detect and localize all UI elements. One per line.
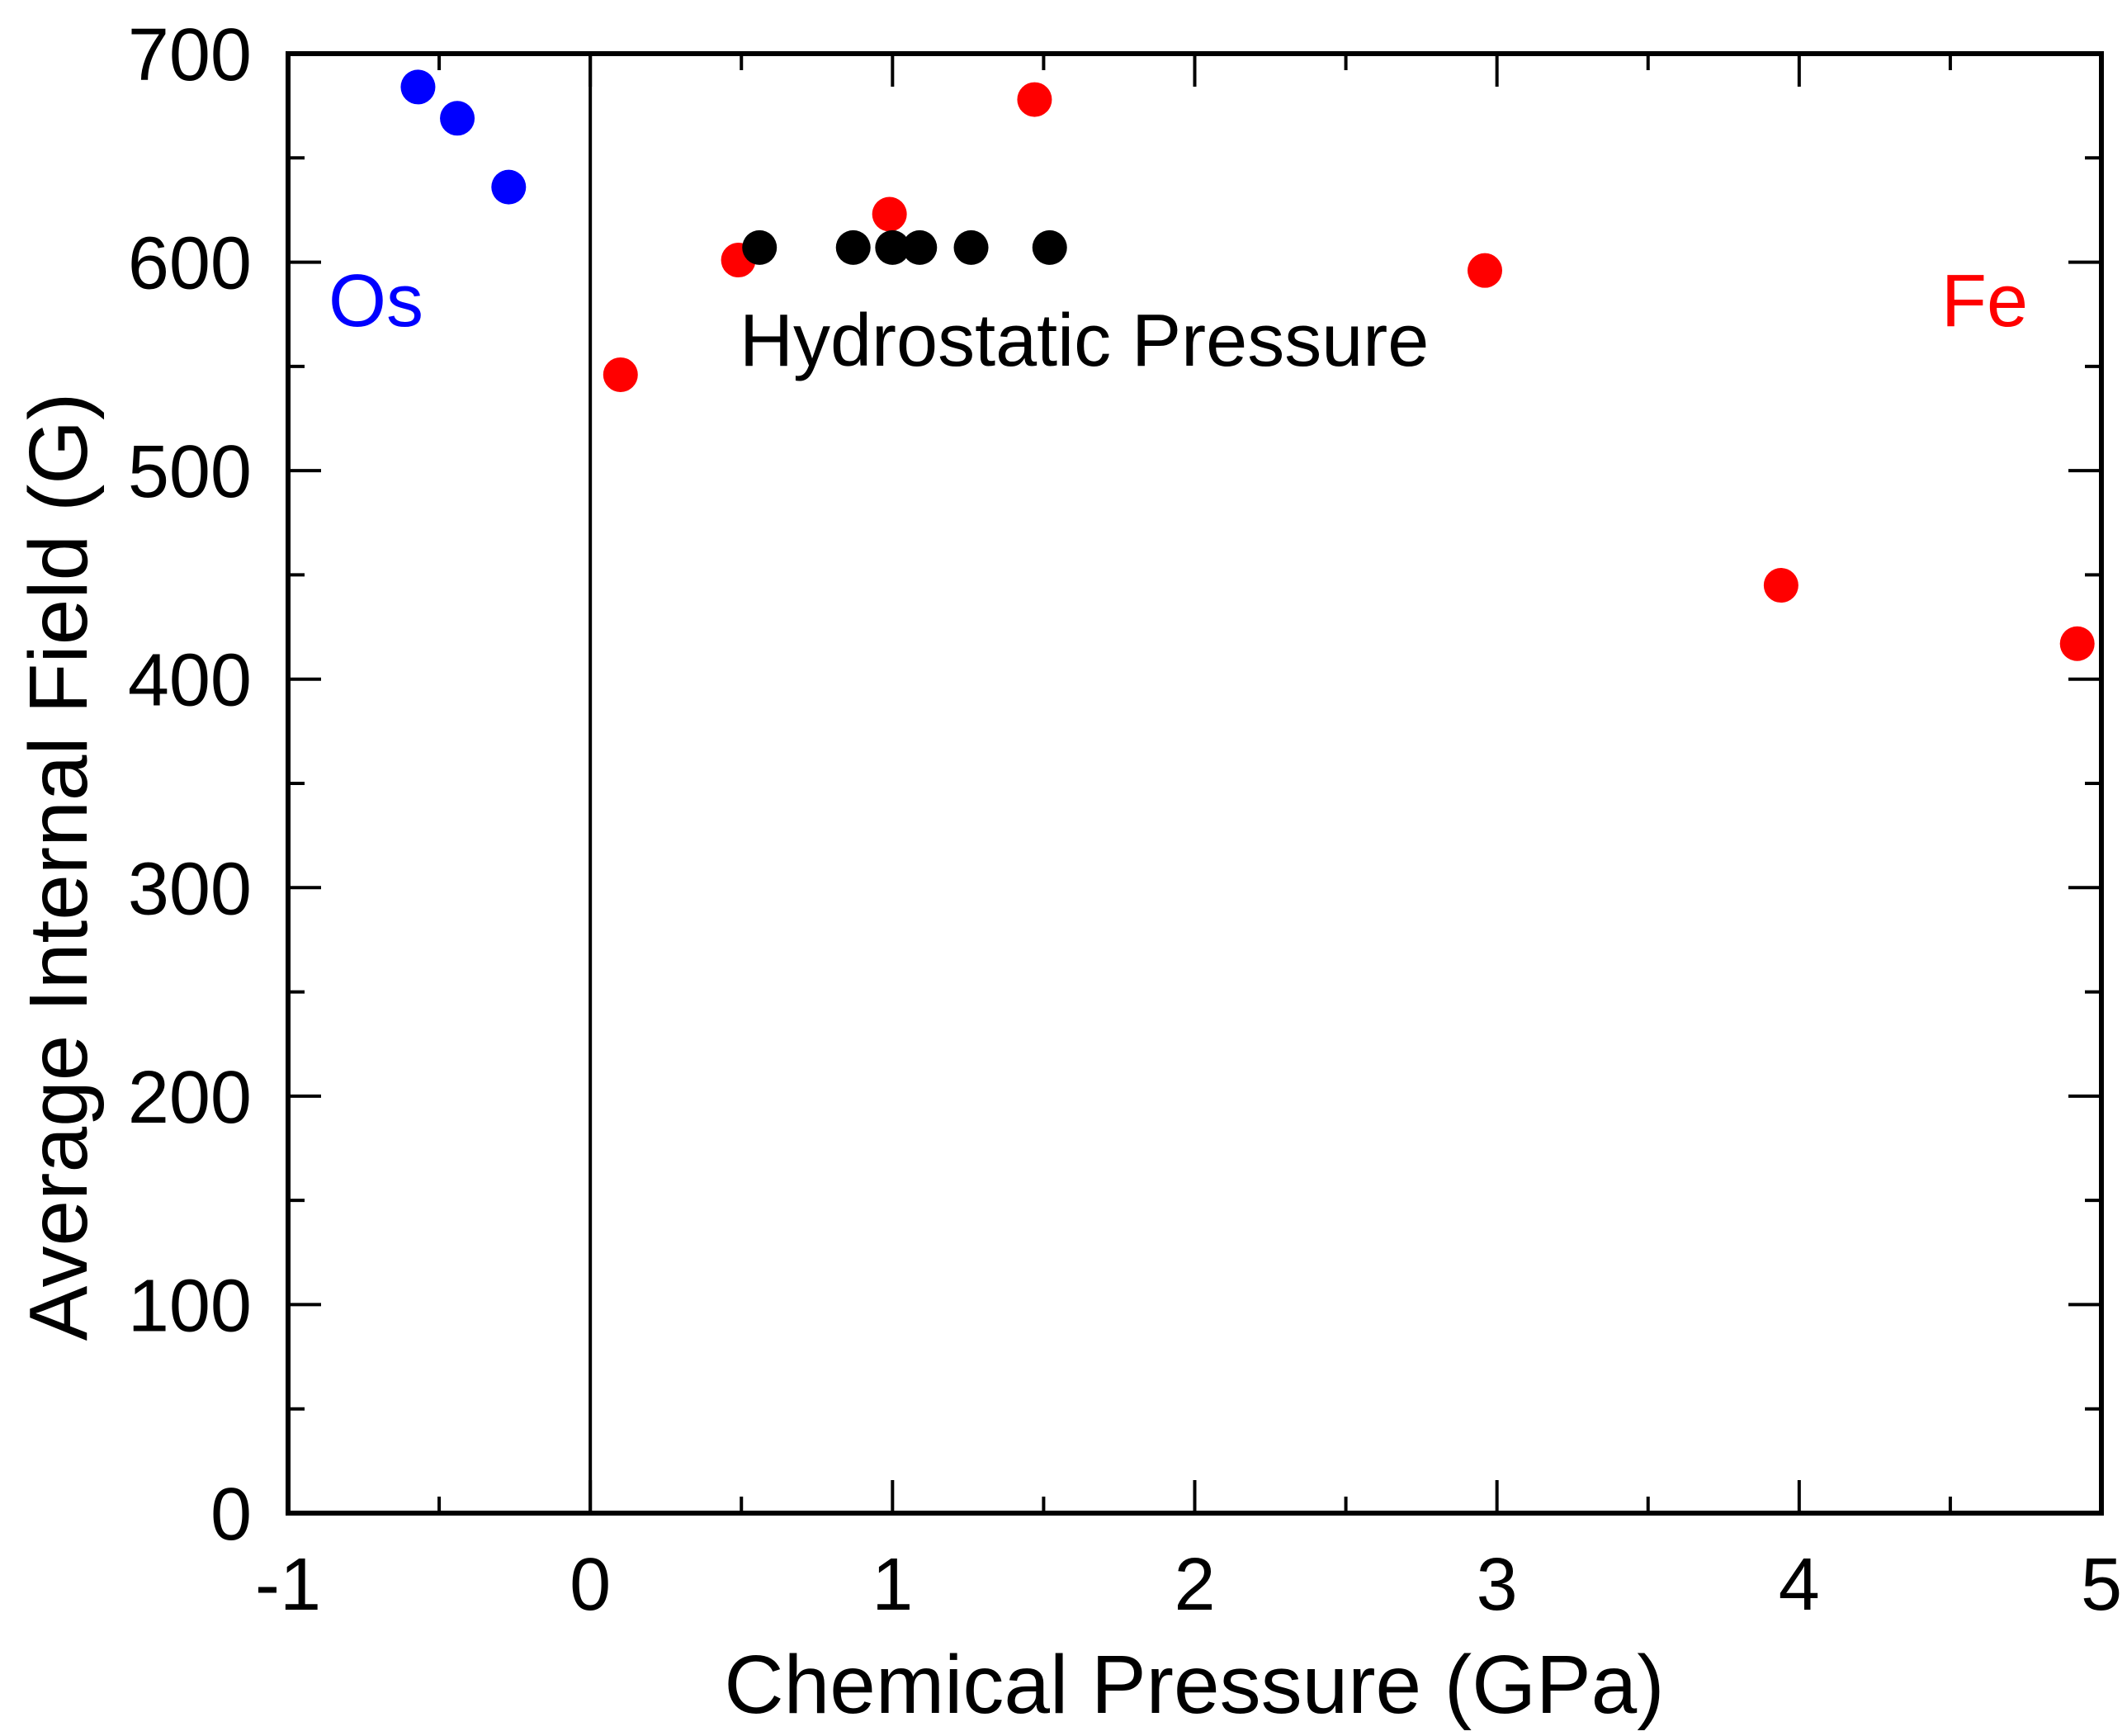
data-point bbox=[2059, 626, 2095, 661]
data-point bbox=[400, 69, 436, 105]
x-tick-label: 0 bbox=[570, 1544, 611, 1626]
data-point bbox=[1468, 253, 1503, 288]
data-point bbox=[1017, 82, 1052, 117]
data-point bbox=[835, 229, 871, 265]
y-tick-label: 700 bbox=[128, 14, 252, 97]
y-axis-label: Average Internal Field (G) bbox=[12, 393, 105, 1341]
data-point bbox=[872, 196, 907, 232]
ticks bbox=[286, 52, 2103, 1515]
x-tick-label: 4 bbox=[1779, 1544, 1820, 1626]
data-point bbox=[953, 229, 989, 265]
data-point bbox=[603, 357, 638, 392]
x-tick-label: 3 bbox=[1477, 1544, 1518, 1626]
x-tick-label: 5 bbox=[2081, 1544, 2122, 1626]
y-tick-label: 600 bbox=[128, 223, 252, 305]
y-tick-labels: 0 100 200 300 400 500 600 700 bbox=[128, 14, 252, 1556]
annotation-os: Os bbox=[329, 260, 423, 343]
y-tick-label: 0 bbox=[210, 1473, 252, 1556]
x-axis-label: Chemical Pressure (GPa) bbox=[724, 1639, 1664, 1731]
data-points bbox=[400, 69, 2095, 661]
data-point bbox=[1763, 568, 1798, 603]
data-point bbox=[440, 101, 475, 136]
y-tick-label: 300 bbox=[128, 848, 252, 930]
annotation-fe: Fe bbox=[1941, 260, 2028, 343]
plot-frame bbox=[286, 51, 2104, 1516]
y-tick-label: 400 bbox=[128, 640, 252, 722]
y-tick-label: 100 bbox=[128, 1265, 252, 1347]
data-point bbox=[1032, 229, 1067, 265]
x-tick-label: 1 bbox=[872, 1544, 913, 1626]
data-point bbox=[491, 169, 527, 205]
x-tick-label: 2 bbox=[1174, 1544, 1215, 1626]
annotation-hydrostatic-pressure: Hydrostatic Pressure bbox=[740, 300, 1429, 382]
y-tick-label: 500 bbox=[128, 431, 252, 513]
x-tick-labels: -1 0 1 2 3 4 5 bbox=[255, 1544, 2122, 1626]
data-point bbox=[902, 229, 938, 265]
data-point bbox=[875, 229, 910, 265]
x-tick-label: -1 bbox=[255, 1544, 321, 1626]
y-tick-label: 200 bbox=[128, 1057, 252, 1139]
data-point bbox=[742, 229, 778, 265]
